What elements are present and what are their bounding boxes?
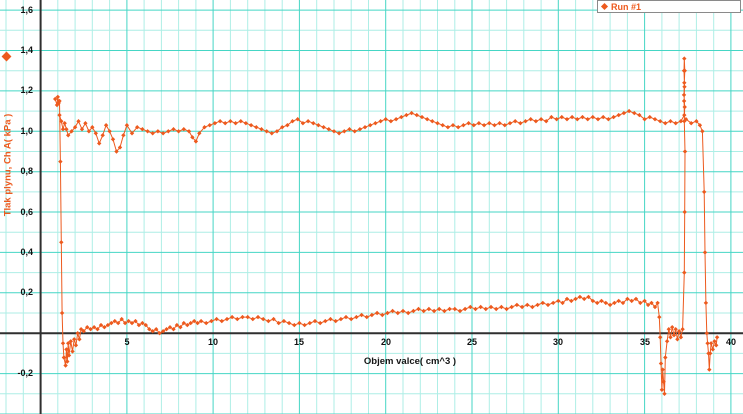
y-tick-label: 1,0 bbox=[20, 126, 33, 136]
y-tick-label: -0,2 bbox=[17, 368, 33, 378]
x-axis-title: Objem valce( cm^3 ) bbox=[363, 356, 457, 367]
data-markers[interactable] bbox=[53, 56, 688, 397]
x-tick-label: 5 bbox=[124, 337, 130, 347]
legend-run-label: Run #1 bbox=[611, 1, 642, 12]
y-tick-label: 1,6 bbox=[20, 5, 33, 15]
legend[interactable]: Run #1 bbox=[597, 0, 741, 13]
x-tick-label: 20 bbox=[380, 337, 391, 347]
x-tick-label: 35 bbox=[639, 337, 650, 347]
y-tick-label: 0,6 bbox=[20, 207, 33, 217]
y-tick-label: 1,4 bbox=[20, 45, 33, 55]
x-tick-label: 10 bbox=[207, 337, 218, 347]
data-line[interactable] bbox=[685, 118, 718, 370]
y-axis-title: Tlak plynu, Ch A( kPa ) bbox=[2, 113, 14, 217]
y-tick-label: 0,8 bbox=[20, 166, 33, 176]
y-tick-label: 0,4 bbox=[20, 247, 33, 257]
x-tick-label: 25 bbox=[466, 337, 477, 347]
run-diamond-icon bbox=[600, 2, 609, 11]
data-markers[interactable] bbox=[683, 117, 720, 372]
x-tick-label: 30 bbox=[552, 337, 563, 347]
x-tick-label: 40 bbox=[725, 337, 736, 347]
y-tick-label: 1,2 bbox=[20, 85, 33, 95]
x-tick-label: 15 bbox=[293, 337, 304, 347]
y-tick-label: 0,2 bbox=[20, 287, 33, 297]
